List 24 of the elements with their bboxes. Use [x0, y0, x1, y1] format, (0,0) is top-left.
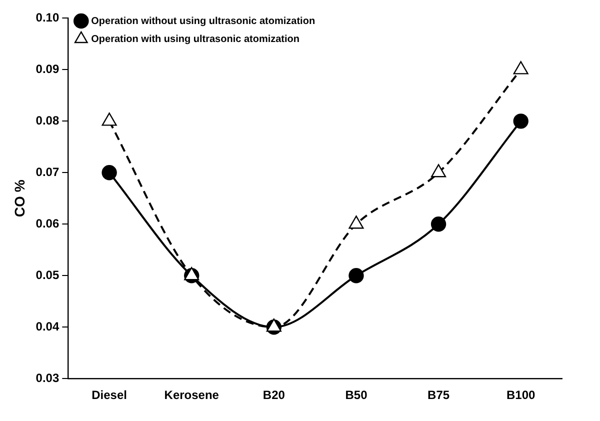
x-tick-label: Diesel: [92, 388, 127, 402]
y-tick-label: 0.07: [36, 164, 60, 179]
x-tick-label: B100: [506, 388, 536, 402]
point: [348, 216, 364, 229]
y-tick-label: 0.08: [36, 113, 60, 128]
legend-label: Operation without using ultrasonic atomization: [91, 16, 316, 27]
point: [513, 61, 528, 74]
legend-label: Operation with using ultrasonic atomization: [91, 34, 300, 45]
y-tick-label: 0.09: [36, 62, 60, 76]
point: [430, 216, 446, 232]
x-tick-label: B75: [428, 388, 450, 402]
y-tick-label: 0.05: [36, 268, 60, 282]
point: [348, 268, 364, 284]
point: [102, 165, 117, 180]
x-tick-label: Kerosene: [164, 388, 220, 402]
y-axis-title: CO %: [11, 179, 28, 218]
x-tick-label: B50: [345, 388, 368, 402]
point: [102, 112, 117, 126]
y-tick-label: 0.06: [36, 216, 60, 230]
point: [431, 164, 446, 178]
y-tick-label: 0.04: [36, 319, 60, 334]
y-tick-label: 0.03: [36, 370, 60, 385]
y-tick-label: 0.10: [36, 10, 60, 25]
x-tick-label: B20: [262, 388, 286, 402]
